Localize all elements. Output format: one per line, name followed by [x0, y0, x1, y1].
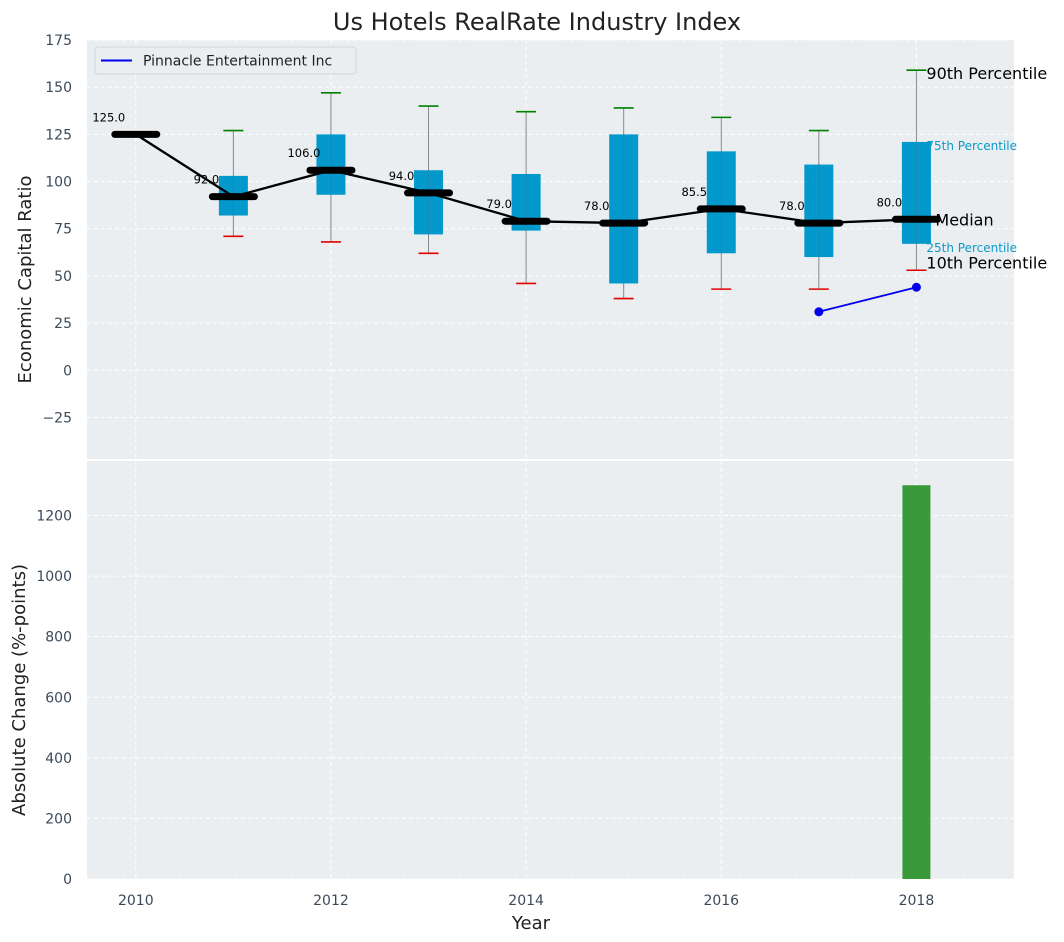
- legend: Pinnacle Entertainment Inc: [94, 46, 357, 75]
- top-panel: −25 0 25 50 75 100 125 150 175 125.0 92.0 106.0 94.…: [15, 33, 1047, 459]
- bottom-y-ticks: 0 200 400 600 800 1000 1200: [36, 509, 72, 888]
- annotation-90th-percentile: 90th Percentile: [926, 64, 1047, 83]
- bottom-y-tick-label: 200: [45, 811, 72, 827]
- x-tick-label: 2014: [508, 893, 544, 909]
- median-value-label: 106.0: [287, 146, 320, 160]
- bottom-y-tick-label: 1200: [36, 509, 72, 525]
- top-marks: 125.0 92.0 106.0 94.0 79.0 78.0 85.5 78.0 80.0: [92, 69, 941, 317]
- median-value-label: 78.0: [584, 199, 610, 213]
- bottom-grid: [87, 461, 1014, 880]
- bottom-marks: [902, 485, 931, 879]
- top-plot-area: [87, 40, 1014, 459]
- bottom-y-tick-label: 400: [45, 751, 72, 767]
- top-y-ticks: −25 0 25 50 75 100 125 150 175: [42, 33, 72, 426]
- top-y-tick-label: 100: [45, 175, 72, 191]
- median-value-label: 92.0: [194, 173, 220, 187]
- bottom-y-tick-label: 600: [45, 690, 72, 706]
- top-y-axis-title: Economic Capital Ratio: [15, 176, 36, 384]
- annotation-10th-percentile: 10th Percentile: [926, 253, 1047, 272]
- bottom-y-tick-label: 1000: [36, 569, 72, 585]
- top-y-tick-label: 125: [45, 127, 72, 143]
- x-tick-label: 2012: [313, 893, 349, 909]
- median-value-label: 80.0: [877, 195, 903, 209]
- median-value-label: 78.0: [779, 199, 805, 213]
- median-value-label: 85.5: [681, 185, 707, 199]
- top-y-tick-label: 50: [54, 269, 72, 285]
- company-series-point: [911, 282, 921, 292]
- chart-title: Us Hotels RealRate Industry Index: [333, 8, 741, 36]
- legend-label: Pinnacle Entertainment Inc: [143, 54, 332, 70]
- bottom-plot-area: [87, 461, 1014, 879]
- annotation-25th-percentile: 25th Percentile: [926, 241, 1017, 255]
- median-value-label: 79.0: [486, 197, 512, 211]
- company-series-line: [818, 286, 917, 313]
- x-axis-title: Year: [511, 913, 551, 934]
- median-value-label: 94.0: [389, 169, 415, 183]
- top-y-tick-label: −25: [42, 410, 72, 426]
- change-bar: [902, 485, 931, 879]
- median-value-label: 125.0: [92, 110, 125, 124]
- x-tick-label: 2018: [899, 893, 935, 909]
- top-y-tick-label: 0: [63, 363, 72, 379]
- x-tick-label: 2016: [703, 893, 739, 909]
- legend-box: [94, 46, 357, 75]
- bottom-y-tick-label: 0: [63, 872, 72, 888]
- top-y-tick-label: 75: [54, 222, 72, 238]
- annotation-75th-percentile: 75th Percentile: [926, 139, 1017, 153]
- annotation-median: Median: [935, 210, 993, 229]
- top-y-tick-label: 25: [54, 316, 72, 332]
- x-tick-label: 2010: [118, 893, 154, 909]
- percentile-annotations: 90th Percentile 75th Percentile Median 2…: [926, 64, 1047, 272]
- bottom-y-tick-label: 800: [45, 630, 72, 646]
- top-y-tick-label: 175: [45, 33, 72, 49]
- bottom-x-ticks: 2010 2012 2014 2016 2018: [118, 893, 934, 909]
- top-grid: [87, 39, 1014, 459]
- top-y-tick-label: 150: [45, 80, 72, 96]
- company-series-point: [814, 307, 824, 317]
- bottom-y-axis-title: Absolute Change (%-points): [9, 564, 30, 816]
